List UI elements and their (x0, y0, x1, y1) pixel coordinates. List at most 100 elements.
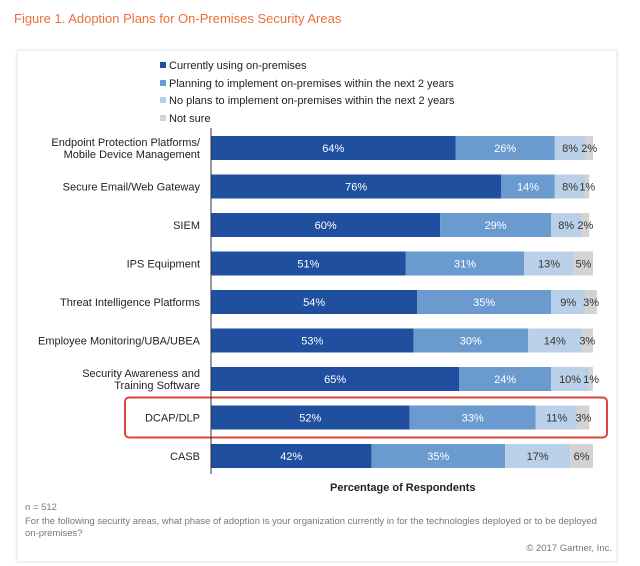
bar-segment (535, 405, 578, 430)
bar-segment (570, 444, 593, 468)
data-label: 29% (485, 220, 507, 232)
bar-segment (524, 251, 574, 276)
bar-segment (577, 405, 590, 430)
figure-title: Figure 1. Adoption Plans for On-Premises… (14, 11, 342, 26)
data-label: 14% (517, 182, 539, 194)
category-label: Threat Intelligence Platforms (60, 297, 201, 309)
legend-label: No plans to implement on-premises within… (169, 95, 455, 107)
bar-segment (581, 328, 593, 353)
bar-segment (413, 328, 529, 353)
bar-segment (211, 328, 414, 353)
bar-segment (528, 328, 582, 353)
data-label: 9% (560, 297, 576, 309)
data-label: 11% (546, 413, 567, 425)
bar-segment (440, 213, 551, 237)
data-label: 33% (462, 413, 484, 425)
legend-item: Planning to implement on-premises within… (160, 76, 455, 94)
bar-segment (585, 136, 593, 160)
chart-frame (17, 50, 617, 562)
data-label: 64% (322, 143, 344, 155)
bar-segment (501, 174, 555, 199)
bar-segment (550, 213, 582, 237)
data-label: 8% (562, 143, 578, 155)
bar-segment (417, 290, 551, 314)
data-label: 1% (579, 182, 595, 194)
legend-label: Not sure (169, 112, 211, 125)
category-label: DCAP/DLP (145, 413, 200, 425)
bar-segment (505, 444, 571, 468)
data-label: 65% (324, 374, 346, 386)
legend-label: Currently using on-premises (169, 60, 307, 72)
bar-segment (554, 174, 586, 199)
data-label: 17% (527, 451, 549, 463)
data-label: 35% (427, 451, 449, 463)
legend: Currently using on-premises Planning to i… (160, 58, 455, 128)
data-label: 10% (559, 374, 581, 386)
bar-segment (211, 174, 502, 199)
data-label: 31% (454, 259, 476, 271)
bar-segment (211, 213, 441, 237)
bar-segment (211, 290, 418, 314)
bar-segment (371, 444, 506, 468)
bar-segment (211, 444, 372, 468)
category-label: Security Awareness and Training Software (82, 368, 200, 392)
bar-segment (554, 136, 586, 160)
bar-segment (211, 405, 410, 430)
bar-segment (581, 213, 590, 237)
category-label: Employee Monitoring/UBA/UBEA (38, 336, 201, 348)
bar-segment (211, 251, 406, 276)
bar-segment (211, 136, 456, 160)
bar-segment (550, 290, 586, 314)
data-label: 51% (297, 259, 319, 271)
data-label: 54% (303, 297, 325, 309)
data-label: 1% (583, 374, 599, 386)
data-label: 3% (583, 297, 599, 309)
bar-segment (405, 251, 525, 276)
legend-item: Not sure (160, 111, 455, 129)
legend-item: No plans to implement on-premises within… (160, 93, 455, 111)
sample-size: n = 512 (25, 502, 57, 513)
bar-segment (573, 251, 593, 276)
category-label: SIEM (173, 220, 200, 232)
x-axis-label: Percentage of Respondents (330, 482, 476, 494)
data-label: 76% (345, 182, 367, 194)
copyright: © 2017 Gartner, Inc. (526, 543, 612, 554)
data-label: 3% (579, 336, 595, 348)
highlight-box (124, 396, 608, 439)
bar-segment (585, 174, 590, 199)
bar-segment (550, 367, 590, 391)
data-label: 60% (315, 220, 337, 232)
legend-swatch (160, 114, 166, 121)
category-label: CASB (170, 451, 200, 463)
data-label: 3% (575, 413, 591, 425)
bar-segment (459, 367, 551, 391)
data-label: 6% (574, 451, 590, 463)
category-label: Endpoint Protection Platforms/Mobile Dev… (51, 137, 201, 161)
legend-swatch (160, 62, 166, 68)
bar-segment (585, 290, 597, 314)
data-label: 8% (562, 182, 578, 194)
legend-swatch (160, 79, 166, 86)
legend-label: Planning to implement on-premises within… (169, 77, 454, 90)
data-label: 13% (538, 259, 560, 271)
bar-segment (455, 136, 555, 160)
data-label: 52% (299, 413, 321, 425)
legend-item: Currently using on-premises (160, 58, 455, 76)
data-label: 2% (577, 220, 593, 232)
bar-segment (589, 367, 593, 391)
data-label: 8% (558, 220, 574, 232)
data-label: 35% (473, 297, 495, 309)
bar-segment (211, 367, 460, 391)
data-label: 14% (544, 336, 566, 348)
survey-question: For the following security areas, what p… (25, 516, 597, 539)
category-label: Secure Email/Web Gateway (63, 182, 201, 194)
category-label: IPS Equipment (127, 259, 200, 271)
data-label: 5% (575, 259, 591, 271)
data-label: 2% (581, 143, 597, 155)
data-label: 42% (280, 451, 302, 463)
data-label: 24% (494, 374, 516, 386)
legend-swatch (160, 97, 166, 103)
data-label: 26% (494, 143, 516, 155)
data-label: 53% (301, 336, 323, 348)
